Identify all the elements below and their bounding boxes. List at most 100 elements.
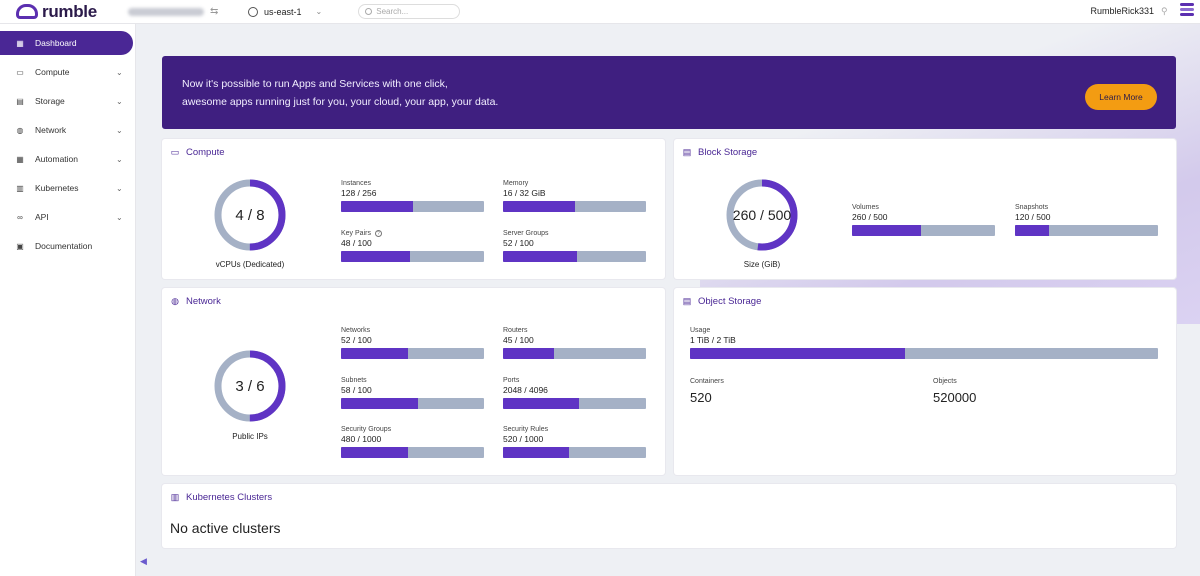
object-storage-card: ▤ Object Storage Usage 1 TiB / 2 TiB Con… xyxy=(674,288,1176,475)
sidebar-item-automation[interactable]: ▦ Automation ⌄ xyxy=(0,147,133,171)
sidebar-item-label: Automation xyxy=(35,154,78,164)
objects-value: 520000 xyxy=(933,390,977,405)
menu-icon[interactable] xyxy=(1180,3,1194,18)
globe-icon: ◍ xyxy=(171,296,179,306)
chevron-down-icon: ⌄ xyxy=(116,96,123,106)
block-storage-card: ▤ Block Storage 260 / 500 Size (GiB) Vol… xyxy=(674,139,1176,279)
metric-label: Security Rules xyxy=(503,426,549,433)
progress-fill xyxy=(341,251,410,262)
progress-bar xyxy=(503,447,646,458)
compute-card-title: ▭ Compute xyxy=(170,147,225,158)
ring-fill xyxy=(214,179,286,251)
progress-bar xyxy=(503,348,646,359)
metric-subnets: Subnets 58 / 100 xyxy=(341,376,484,409)
help-icon[interactable]: ? xyxy=(374,230,382,237)
ring-value: 3 / 6 xyxy=(235,378,264,395)
storage-icon: ▤ xyxy=(682,296,692,306)
brand-logo[interactable]: rumble xyxy=(16,2,108,22)
metric-label: Ports xyxy=(503,377,520,384)
globe-icon xyxy=(248,6,258,17)
progress-bar xyxy=(503,201,646,212)
sidebar-item-compute[interactable]: ▭ Compute ⌄ xyxy=(0,60,133,84)
sidebar-item-label: Compute xyxy=(35,67,70,77)
sidebar-item-network[interactable]: ◍ Network ⌄ xyxy=(0,118,133,142)
ring-value: 4 / 8 xyxy=(235,207,264,224)
metric-usage: Usage 1 TiB / 2 TiB xyxy=(690,326,1158,359)
card-title-text: Network xyxy=(186,296,221,307)
kubernetes-icon: ▥ xyxy=(170,492,180,502)
account-switcher[interactable]: ⇆ xyxy=(128,6,222,17)
ring-value: 260 / 500 xyxy=(733,207,792,223)
region-selector[interactable]: us-east-1 ⌄ xyxy=(248,6,322,17)
objects-label: Objects xyxy=(933,378,957,385)
metric-label: Subnets xyxy=(341,377,367,384)
search-input[interactable]: Search... xyxy=(358,4,461,19)
metric-label: Networks xyxy=(341,327,371,334)
metric-ports: Ports 2048 / 4096 xyxy=(503,376,646,409)
promo-banner: Now it's possible to run Apps and Servic… xyxy=(162,56,1176,129)
block-storage-card-title: ▤ Block Storage xyxy=(682,147,757,158)
progress-bar xyxy=(1015,225,1158,236)
metric-label: Key Pairs ? xyxy=(341,229,484,238)
sidebar-item-documentation[interactable]: ▣ Documentation xyxy=(0,234,133,258)
sidebar-item-label: API xyxy=(35,212,49,222)
progress-fill xyxy=(341,348,409,359)
banner-text-line1: Now it's possible to run Apps and Servic… xyxy=(182,78,448,90)
ring-fill xyxy=(214,350,286,422)
sidebar-item-label: Network xyxy=(35,125,67,135)
progress-fill xyxy=(1015,225,1050,236)
network-card: ◍ Network 3 / 6 Public IPs Networks 52 /… xyxy=(162,288,665,475)
sidebar-item-label: Kubernetes xyxy=(35,183,79,193)
collapse-sidebar-icon[interactable]: ◀ xyxy=(140,556,147,566)
progress-fill xyxy=(503,348,555,359)
metric-value: 520 / 1000 xyxy=(503,434,544,444)
link-icon: ∞ xyxy=(17,212,23,222)
metric-label: Snapshots xyxy=(1015,204,1049,211)
user-icon[interactable]: ⚲ xyxy=(1161,6,1168,16)
ring-caption: Public IPs xyxy=(232,432,268,441)
progress-fill xyxy=(341,201,413,212)
search-icon xyxy=(365,8,373,15)
ring-caption: vCPUs (Dedicated) xyxy=(215,260,285,269)
redacted-account-name xyxy=(128,7,204,16)
book-icon: ▣ xyxy=(16,241,24,251)
banner-text-line2: awesome apps running just for you, your … xyxy=(182,96,499,108)
metric-label: Server Groups xyxy=(503,230,549,237)
progress-bar xyxy=(503,251,646,262)
metric-volumes: Volumes 260 / 500 xyxy=(852,203,995,236)
metric-value: 480 / 1000 xyxy=(341,434,382,444)
progress-bar xyxy=(341,201,484,212)
metric-value: 1 TiB / 2 TiB xyxy=(690,335,736,345)
progress-bar xyxy=(852,225,995,236)
storage-icon: ▤ xyxy=(16,96,24,106)
metric-value: 260 / 500 xyxy=(852,212,888,222)
compute-card: ▭ Compute 4 / 8 vCPUs (Dedicated) Instan… xyxy=(162,139,665,279)
learn-more-button[interactable]: Learn More xyxy=(1085,84,1157,110)
sidebar-item-kubernetes[interactable]: ▥ Kubernetes ⌄ xyxy=(0,176,133,200)
public-ips-ring: 3 / 6 xyxy=(214,350,286,422)
kubernetes-icon: ▥ xyxy=(16,183,24,193)
progress-fill xyxy=(690,348,906,359)
sidebar-item-dashboard[interactable]: ▦ Dashboard xyxy=(0,31,133,55)
metric-label: Security Groups xyxy=(341,426,392,433)
sidebar-item-api[interactable]: ∞ API ⌄ xyxy=(0,205,133,229)
monitor-icon: ▭ xyxy=(170,147,180,157)
progress-bar xyxy=(341,398,484,409)
kubernetes-card-title: ▥ Kubernetes Clusters xyxy=(170,492,272,503)
storage-icon: ▤ xyxy=(682,147,692,157)
sidebar-item-label: Storage xyxy=(35,96,65,106)
metric-label: Volumes xyxy=(852,204,879,211)
sidebar-item-label: Dashboard xyxy=(35,38,77,48)
containers-value: 520 xyxy=(690,390,712,405)
username[interactable]: RumbleRick331 xyxy=(1090,6,1154,16)
metric-value: 16 / 32 GiB xyxy=(503,188,546,198)
metric-value: 2048 / 4096 xyxy=(503,385,548,395)
swap-icon[interactable]: ⇆ xyxy=(210,6,219,17)
chevron-down-icon: ⌄ xyxy=(116,183,123,193)
metric-value: 52 / 100 xyxy=(503,238,534,248)
metric-value: 48 / 100 xyxy=(341,238,372,248)
progress-fill xyxy=(503,398,579,409)
sidebar-item-storage[interactable]: ▤ Storage ⌄ xyxy=(0,89,133,113)
metric-key-pairs: Key Pairs ? 48 / 100 xyxy=(341,229,484,262)
monitor-icon: ▭ xyxy=(16,67,24,77)
